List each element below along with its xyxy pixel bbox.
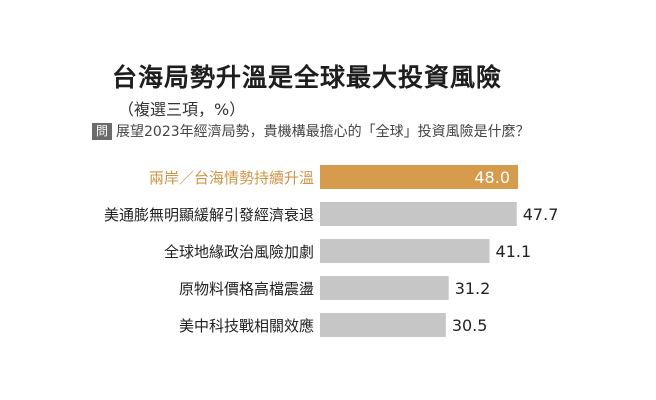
category-label-2: 美通膨無明顯緩解引發經濟衰退 <box>104 206 314 224</box>
chart-title: 台海局勢升溫是全球最大投資風險 <box>112 63 503 92</box>
value-label-5: 30.5 <box>452 316 488 335</box>
bar-2 <box>320 202 517 226</box>
value-label-3: 41.1 <box>496 242 532 261</box>
category-label-3: 全球地緣政治風險加劇 <box>164 243 314 261</box>
question-badge: 問 <box>92 122 112 140</box>
question-text: 展望2023年經濟局勢，貴機構最擔心的「全球」投資風險是什麼？ <box>116 124 530 140</box>
category-label-4: 原物料價格高檔震盪 <box>179 280 314 298</box>
bar-3 <box>320 239 490 263</box>
bar-5 <box>320 313 446 337</box>
value-label-2: 47.7 <box>523 205 559 224</box>
category-label-5: 美中科技戰相關效應 <box>179 317 314 335</box>
chart-subtitle: （複選三項，%） <box>118 100 246 119</box>
bar-1 <box>320 165 518 189</box>
category-label-1: 兩岸／台海情勢持續升溫 <box>149 169 314 187</box>
survey-question: 問 展望2023年經濟局勢，貴機構最擔心的「全球」投資風險是什麼？ <box>92 121 530 141</box>
value-label-1: 48.0 <box>474 168 510 187</box>
bar-4 <box>320 276 449 300</box>
value-label-4: 31.2 <box>455 279 491 298</box>
